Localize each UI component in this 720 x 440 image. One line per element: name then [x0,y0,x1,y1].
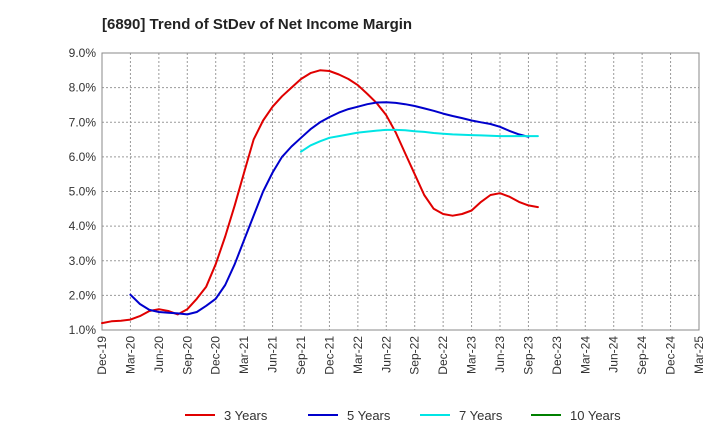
y-tick-label: 7.0% [69,115,97,129]
x-tick-label: Mar-25 [692,336,706,374]
y-tick-label: 8.0% [69,81,97,95]
x-tick-label: Sep-20 [180,336,194,375]
y-tick-label: 3.0% [69,254,97,268]
chart-title: [6890] Trend of StDev of Net Income Marg… [102,16,412,33]
grid-layer [102,53,699,330]
plot-border [101,52,700,331]
x-tick-label: Mar-24 [578,336,592,374]
x-tick-label: Jun-23 [493,336,507,373]
x-tick-label: Jun-24 [607,336,621,373]
legend-label: 5 Years [347,408,391,423]
x-tick-label: Dec-22 [436,336,450,375]
y-axis-ticks: 1.0% 2.0% 3.0% 4.0% 5.0% 6.0% 7.0% 8.0% 9.0% [69,46,97,337]
legend: 3 Years 5 Years 7 Years 10 Years [185,408,621,423]
x-tick-label: Jun-21 [266,336,280,373]
x-tick-label: Dec-23 [550,336,564,375]
legend-label: 10 Years [570,408,621,423]
y-tick-label: 1.0% [69,323,97,337]
x-tick-label: Dec-24 [664,336,678,375]
x-tick-label: Mar-22 [351,336,365,374]
y-tick-label: 2.0% [69,288,97,302]
x-axis-ticks: Dec-19 Mar-20 Jun-20 Sep-20 Dec-20 Mar-21 Jun-… [95,336,706,375]
x-tick-label: Jun-20 [152,336,166,373]
y-tick-label: 9.0% [69,46,97,60]
x-tick-label: Mar-21 [237,336,251,374]
series-line-7-years [300,128,539,153]
x-tick-label: Dec-20 [209,336,223,375]
x-tick-label: Sep-24 [635,336,649,375]
x-tick-label: Sep-22 [408,336,422,375]
x-tick-label: Dec-19 [95,336,109,375]
x-tick-label: Mar-20 [123,336,137,374]
x-tick-label: Sep-23 [521,336,535,375]
series-layer [101,69,539,325]
x-tick-label: Mar-23 [465,336,479,374]
y-tick-label: 5.0% [69,185,97,199]
legend-label: 7 Years [459,408,503,423]
x-tick-label: Dec-21 [322,336,336,375]
legend-label: 3 Years [224,408,268,423]
series-line-5-years [129,101,530,316]
x-tick-label: Jun-22 [379,336,393,373]
x-tick-label: Sep-21 [294,336,308,375]
y-tick-label: 6.0% [69,150,97,164]
y-tick-label: 4.0% [69,219,97,233]
